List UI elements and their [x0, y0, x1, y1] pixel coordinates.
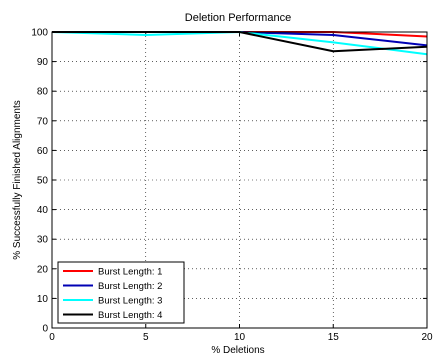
legend-box: [57, 261, 185, 324]
y-tick-label: 0: [42, 324, 48, 335]
plot-frame: [51, 31, 428, 329]
legend-label: Burst Length: 3: [98, 296, 162, 307]
y-tick-label: 20: [37, 264, 49, 275]
y-tick-label: 40: [37, 205, 49, 216]
grid: [52, 32, 427, 328]
x-tick-label: 15: [328, 332, 340, 343]
legend-label: Burst Length: 1: [98, 267, 162, 278]
y-tick-label: 80: [37, 87, 49, 98]
chart-title: Deletion Performance: [185, 12, 291, 24]
legend-label: Burst Length: 4: [98, 310, 162, 321]
y-tick-label: 30: [37, 235, 49, 246]
x-axis-label: % Deletions: [211, 345, 264, 356]
x-tick-label: 20: [421, 332, 433, 343]
y-tick-label: 90: [37, 57, 49, 68]
x-tick-label: 10: [234, 332, 246, 343]
y-tick-label: 60: [37, 146, 49, 157]
legend: Burst Length: 1 Burst Length: 2 Burst Leng…: [57, 261, 185, 324]
x-tick-label: 0: [49, 332, 55, 343]
y-tick-label: 70: [37, 116, 49, 127]
y-tick-label: 100: [31, 28, 48, 39]
y-axis-label: % Successfully Finished Alignments: [12, 100, 23, 260]
legend-label: Burst Length: 2: [98, 281, 162, 292]
y-axis-ticks: 0 10 20 30 40 50 60 70 80 90 100: [31, 28, 427, 335]
y-tick-label: 50: [37, 176, 49, 187]
y-tick-label: 10: [37, 294, 49, 305]
x-tick-label: 5: [143, 332, 149, 343]
